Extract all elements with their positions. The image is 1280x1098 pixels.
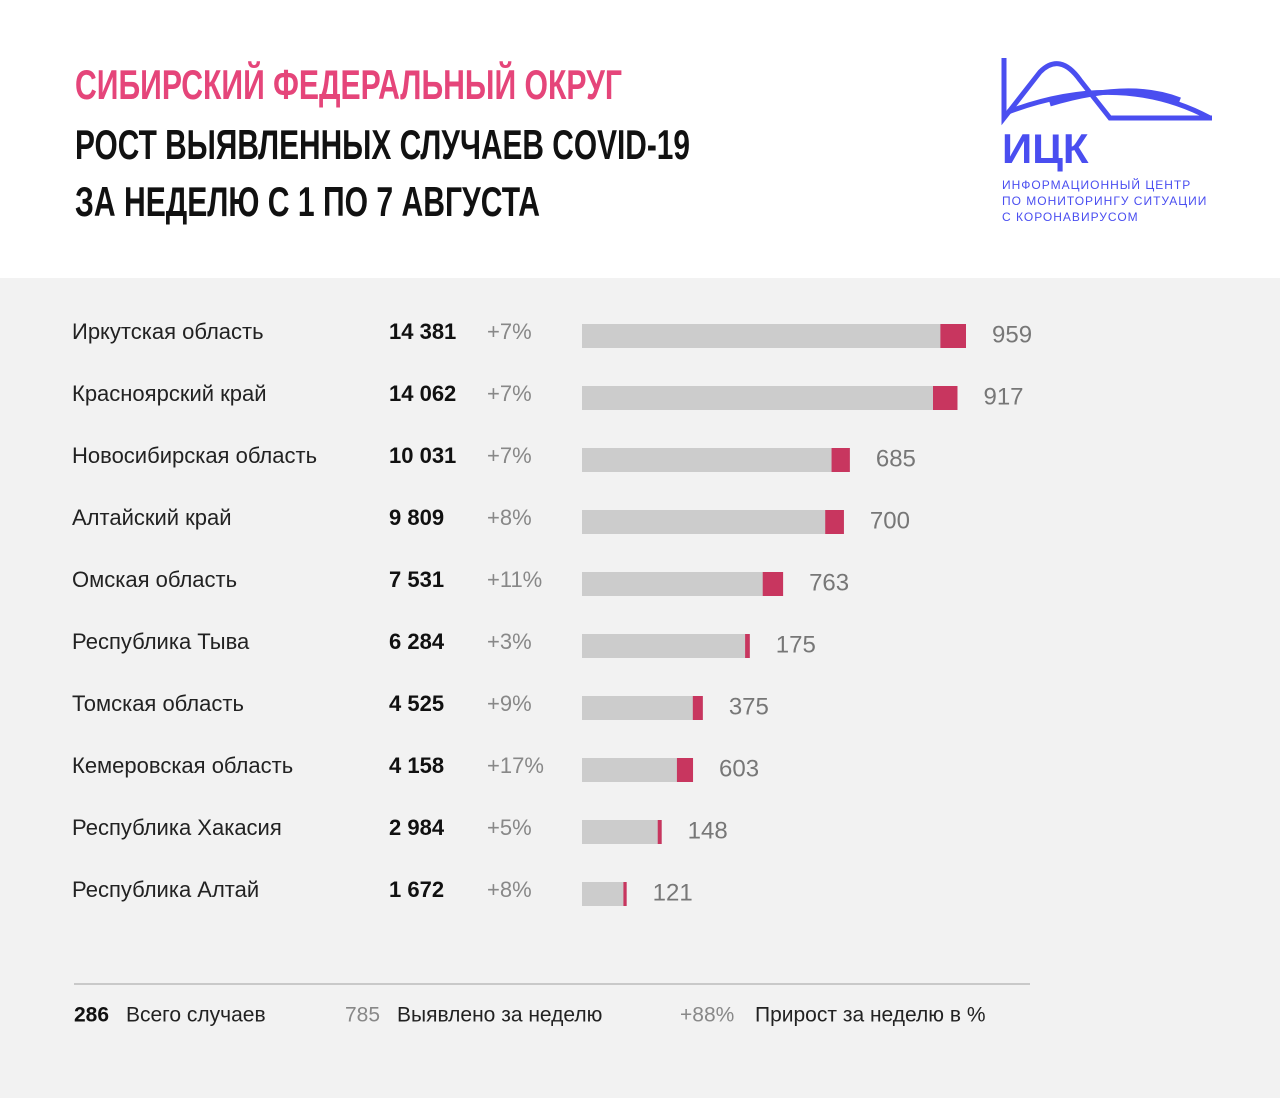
title-line: ЗА НЕДЕЛЮ С 1 ПО 7 АВГУСТА xyxy=(75,178,540,225)
total-label: 14 381 xyxy=(389,319,456,344)
legend-label: Всего случаев xyxy=(126,1004,266,1027)
total-bar xyxy=(582,386,958,410)
region-label: Республика Тыва xyxy=(72,629,250,654)
weekly-label: 685 xyxy=(876,445,916,472)
total-label: 1 672 xyxy=(389,877,444,902)
weekly-label: 175 xyxy=(776,631,816,658)
weekly-bar xyxy=(745,634,750,658)
total-bar xyxy=(582,696,703,720)
weekly-bar xyxy=(825,510,844,534)
weekly-label: 917 xyxy=(983,383,1023,410)
weekly-bar xyxy=(762,572,784,596)
weekly-label: 148 xyxy=(688,817,728,844)
region-label: Красноярский край xyxy=(72,381,267,406)
logo-text: ИНФОРМАЦИОННЫЙ ЦЕНТР xyxy=(1002,177,1191,192)
logo-name: ИЦК xyxy=(1002,125,1089,172)
total-label: 7 531 xyxy=(389,567,444,592)
weekly-label: 700 xyxy=(870,507,910,534)
weekly-bar xyxy=(657,820,662,844)
total-label: 2 984 xyxy=(389,815,445,840)
total-label: 9 809 xyxy=(389,505,444,530)
total-bar xyxy=(582,758,694,782)
growth-label: +9% xyxy=(487,691,532,716)
total-bar xyxy=(582,882,627,906)
region-label: Новосибирская область xyxy=(72,443,317,468)
total-label: 4 525 xyxy=(389,691,444,716)
region-label: Республика Хакасия xyxy=(72,815,282,840)
growth-label: +7% xyxy=(487,319,532,344)
legend-sample: 785 xyxy=(345,1004,380,1027)
legend-label: Выявлено за неделю xyxy=(397,1004,602,1027)
growth-label: +8% xyxy=(487,505,532,530)
total-label: 4 158 xyxy=(389,753,444,778)
region-label: Томская область xyxy=(72,691,244,716)
region-label: Алтайский край xyxy=(72,505,232,530)
growth-label: +17% xyxy=(487,753,544,778)
total-bar xyxy=(582,572,784,596)
total-bar xyxy=(582,510,844,534)
region-label: Республика Алтай xyxy=(72,877,259,902)
logo-text: ПО МОНИТОРИНГУ СИТУАЦИИ xyxy=(1002,194,1207,208)
legend-label: Прирост за неделю в % xyxy=(755,1004,986,1027)
logo-mark xyxy=(1001,58,1212,126)
growth-label: +3% xyxy=(487,629,532,654)
panel xyxy=(0,278,1280,1098)
total-bar xyxy=(582,634,750,658)
total-label: 14 062 xyxy=(389,381,456,406)
weekly-bar xyxy=(932,386,958,410)
growth-label: +5% xyxy=(487,815,532,840)
weekly-bar xyxy=(940,324,966,348)
weekly-label: 959 xyxy=(992,321,1032,348)
weekly-bar xyxy=(692,696,703,720)
weekly-label: 763 xyxy=(809,569,849,596)
weekly-label: 375 xyxy=(729,693,769,720)
supertitle: СИБИРСКИЙ ФЕДЕРАЛЬНЫЙ ОКРУГ xyxy=(75,60,622,108)
weekly-label: 603 xyxy=(719,755,759,782)
total-label: 6 284 xyxy=(389,629,445,654)
growth-label: +8% xyxy=(487,877,532,902)
total-bar xyxy=(582,448,850,472)
region-label: Иркутская область xyxy=(72,319,264,344)
total-bar xyxy=(582,820,662,844)
weekly-label: 121 xyxy=(653,879,693,906)
growth-label: +7% xyxy=(487,381,532,406)
weekly-bar xyxy=(676,758,694,782)
weekly-bar xyxy=(831,448,850,472)
growth-label: +11% xyxy=(487,567,542,592)
weekly-bar xyxy=(623,882,627,906)
title-line: РОСТ ВЫЯВЛЕННЫХ СЛУЧАЕВ COVID-19 xyxy=(75,121,690,168)
total-bar xyxy=(582,324,966,348)
region-label: Омская область xyxy=(72,567,237,592)
growth-label: +7% xyxy=(487,443,532,468)
legend-sample: +88% xyxy=(680,1004,734,1027)
total-label: 10 031 xyxy=(389,443,456,468)
legend-sample: 286 xyxy=(74,1004,109,1027)
logo-text: С КОРОНАВИРУСОМ xyxy=(1002,210,1139,224)
region-label: Кемеровская область xyxy=(72,753,293,778)
